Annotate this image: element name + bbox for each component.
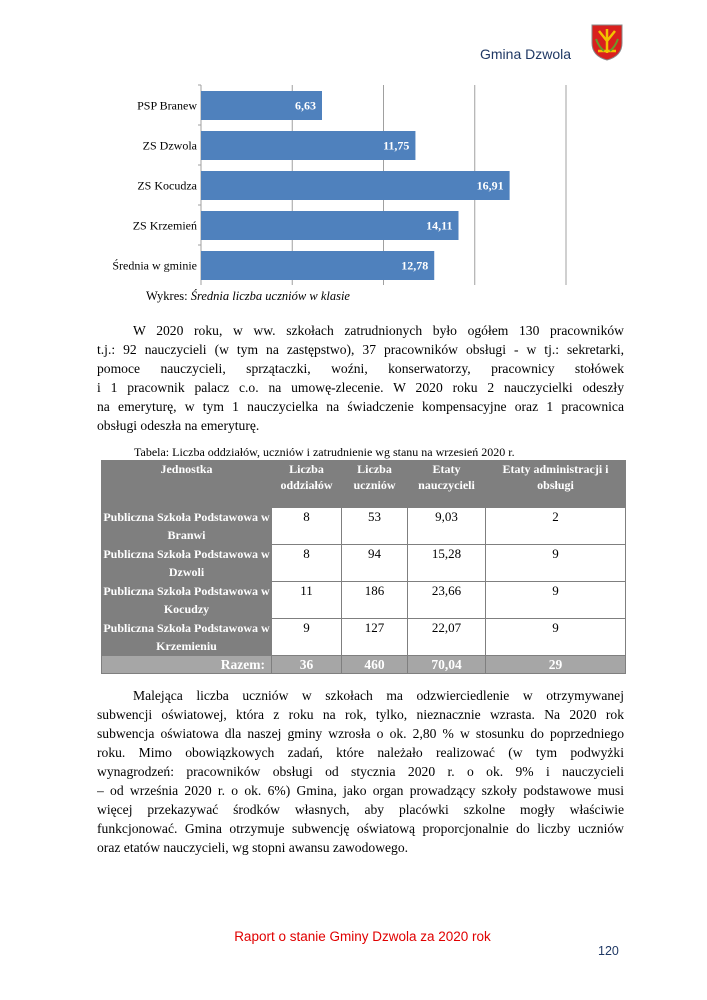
table-row: Publiczna Szkoła Podstawowa w Dzwoli 8 94 1… <box>101 544 626 582</box>
table-row: Publiczna Szkoła Podstawowa w Branwi 8 53 9… <box>101 507 626 545</box>
data-label: 14,11 <box>426 219 452 233</box>
data-label: 6,63 <box>295 99 316 113</box>
table-cell: 2 <box>485 507 626 545</box>
col-header: Etaty administracji i obsługi <box>485 460 626 508</box>
schools-table: Jednostka Liczba oddziałów Liczba ucznió… <box>101 460 626 674</box>
category-label: PSP Branew <box>137 99 197 113</box>
text-line: pomoce nauczycieli, sprzątaczki, woźni, … <box>97 361 624 376</box>
col-header: Etaty nauczycieli <box>407 460 486 508</box>
text-line: i 1 pracownik palacz c.o. na umowę-zlece… <box>97 380 624 395</box>
page-number: 120 <box>598 944 619 958</box>
bar <box>201 171 510 200</box>
table-cell: 15,28 <box>407 544 486 582</box>
caption-prefix: Wykres: <box>146 289 191 303</box>
paragraph-employment: W 2020 roku, w ww. szkołach zatrudnionyc… <box>97 321 624 435</box>
col-header: Liczba oddziałów <box>271 460 342 508</box>
category-label: ZS Krzemień <box>133 219 197 233</box>
text-line: subwencji oświatowej, która z roku na ro… <box>97 707 624 722</box>
category-label: Średnia w gminie <box>112 259 197 273</box>
table-cell: 186 <box>341 581 408 619</box>
table-cell: 22,07 <box>407 618 486 656</box>
table-cell: 9 <box>485 618 626 656</box>
school-name-cell: Publiczna Szkoła Podstawowa w Kocudzy <box>101 581 272 619</box>
category-label: ZS Dzwola <box>143 139 198 153</box>
table-row: Publiczna Szkoła Podstawowa w Krzemieniu… <box>101 618 626 656</box>
table-cell: 127 <box>341 618 408 656</box>
table-caption: Tabela: Liczba oddziałów, uczniów i zatr… <box>134 445 515 459</box>
text-line: funkcjonować. Gmina otrzymuje subwencję … <box>97 821 624 836</box>
footer-report-title: Raport o stanie Gminy Dzwola za 2020 rok <box>234 929 491 944</box>
school-name-cell: Publiczna Szkoła Podstawowa w Krzemieniu <box>101 618 272 656</box>
table-row: Publiczna Szkoła Podstawowa w Kocudzy 11 1… <box>101 581 626 619</box>
total-cell: 29 <box>485 655 626 674</box>
table-cell: 8 <box>271 544 342 582</box>
data-label: 11,75 <box>383 139 409 153</box>
text-line: subwencja oświatowa dla naszej gminy wzr… <box>97 726 624 741</box>
text-line: wynagrodzeń: pracowników obsługi od styc… <box>97 764 624 779</box>
text-line: Malejąca liczba uczniów w szkołach ma od… <box>133 688 624 703</box>
table-cell: 53 <box>341 507 408 545</box>
bar <box>201 251 435 280</box>
bar <box>201 91 322 120</box>
table-cell: 9 <box>271 618 342 656</box>
data-label: 16,91 <box>477 179 504 193</box>
table-cell: 9 <box>485 544 626 582</box>
table-header-row: Jednostka Liczba oddziałów Liczba ucznió… <box>101 460 626 508</box>
text-line: roku. Mimo obowiązkowych zadań, które na… <box>97 745 624 760</box>
text-line: t.j.: 92 nauczycieli (w tym na zastępstw… <box>97 342 624 357</box>
table-cell: 8 <box>271 507 342 545</box>
table-cell: 9,03 <box>407 507 486 545</box>
chart-caption: Wykres: Średnia liczba uczniów w klasie <box>146 289 350 304</box>
text-line: – od września 2020 r. o ok. 6%) Gmina, j… <box>97 783 624 798</box>
col-header: Jednostka <box>101 460 272 508</box>
col-header: Liczba uczniów <box>341 460 408 508</box>
text-line: na emeryturę, w tym 1 nauczycielka na św… <box>97 399 624 414</box>
text-line: więcej przekazywać środków własnych, aby… <box>97 802 624 817</box>
table-total-row: Razem: 36 460 70,04 29 <box>101 655 626 674</box>
bar-chart: PSP Branew 6,63 ZS Dzwola 11,75 ZS Kocudza 16… <box>112 84 567 285</box>
table-cell: 11 <box>271 581 342 619</box>
caption-title: Średnia liczba uczniów w klasie <box>190 289 350 303</box>
bar <box>201 211 459 240</box>
text-line: obsługi odeszła na emeryturę. <box>97 418 260 433</box>
paragraph-subsidy: Malejąca liczba uczniów w szkołach ma od… <box>97 686 624 857</box>
category-label: ZS Kocudza <box>137 179 197 193</box>
table-cell: 94 <box>341 544 408 582</box>
text-line: W 2020 roku, w ww. szkołach zatrudnionyc… <box>133 323 624 338</box>
coat-of-arms-logo <box>591 24 623 61</box>
school-name-cell: Publiczna Szkoła Podstawowa w Dzwoli <box>101 544 272 582</box>
total-label: Razem: <box>101 655 272 674</box>
school-name-cell: Publiczna Szkoła Podstawowa w Branwi <box>101 507 272 545</box>
data-label: 12,78 <box>401 259 428 273</box>
header-title: Gmina Dzwola <box>480 46 572 62</box>
table-cell: 23,66 <box>407 581 486 619</box>
bar <box>201 131 416 160</box>
table-cell: 9 <box>485 581 626 619</box>
total-cell: 460 <box>341 655 408 674</box>
total-cell: 70,04 <box>407 655 486 674</box>
total-cell: 36 <box>271 655 342 674</box>
text-line: oraz etatów nauczycieli, wg stopni awans… <box>97 840 409 855</box>
